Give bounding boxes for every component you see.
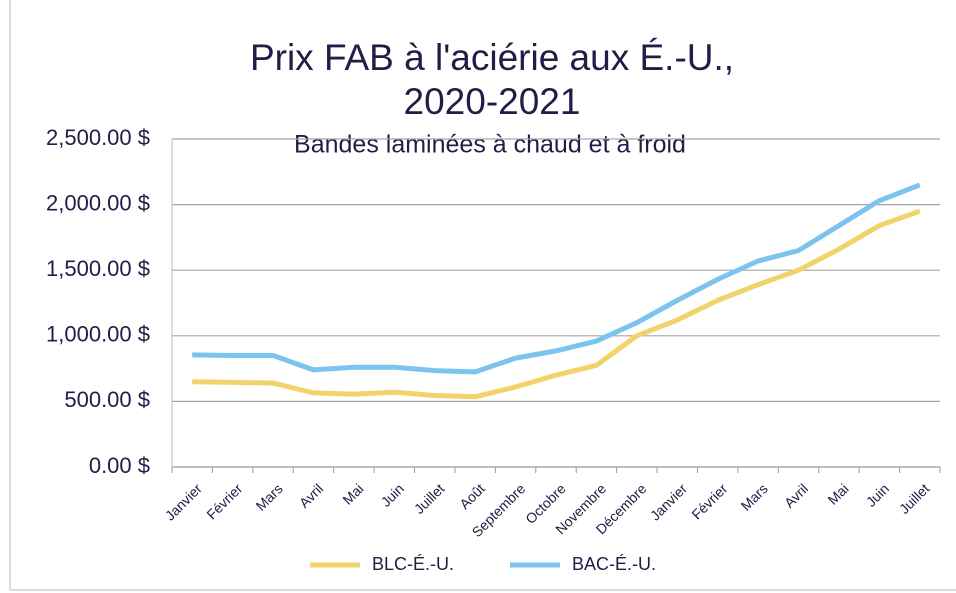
x-tick-label: Juin	[863, 480, 892, 509]
y-tick-label: 1,500.00 $	[46, 256, 150, 281]
x-tick-label: Août	[456, 480, 488, 512]
x-tick-label: Mai	[339, 480, 366, 507]
x-tick-label: Février	[688, 480, 730, 522]
y-tick-label: 500.00 $	[64, 387, 150, 412]
y-tick-label: 2,000.00 $	[46, 190, 150, 215]
x-tick-label: Janvier	[647, 480, 690, 523]
chart-subtitle: Bandes laminées à chaud et à froid	[294, 131, 686, 159]
x-tick-label: Juillet	[411, 480, 448, 517]
x-tick-label: Juin	[378, 480, 407, 509]
x-tick-label: Février	[203, 480, 245, 522]
x-tick-label: Mars	[252, 480, 285, 513]
y-tick-label: 2,500.00 $	[46, 125, 150, 150]
legend-label: BAC-É.-U.	[572, 554, 656, 574]
chart-title: 2020-2021	[404, 81, 581, 122]
x-tick-label: Mai	[824, 480, 851, 507]
line-series	[192, 182, 921, 375]
x-tick-label: Mars	[738, 480, 771, 513]
line-series	[192, 208, 921, 400]
legend-label: BLC-É.-U.	[372, 554, 454, 574]
x-tick-label: Avril	[781, 480, 811, 510]
x-tick-label: Juillet	[896, 480, 933, 517]
x-tick-label: Janvier	[162, 480, 205, 523]
chart-title: Prix FAB à l'aciérie aux É.-U.,	[250, 37, 734, 78]
x-tick-label: Avril	[296, 480, 326, 510]
y-tick-label: 1,000.00 $	[46, 322, 150, 347]
y-tick-label: 0.00 $	[89, 453, 150, 478]
